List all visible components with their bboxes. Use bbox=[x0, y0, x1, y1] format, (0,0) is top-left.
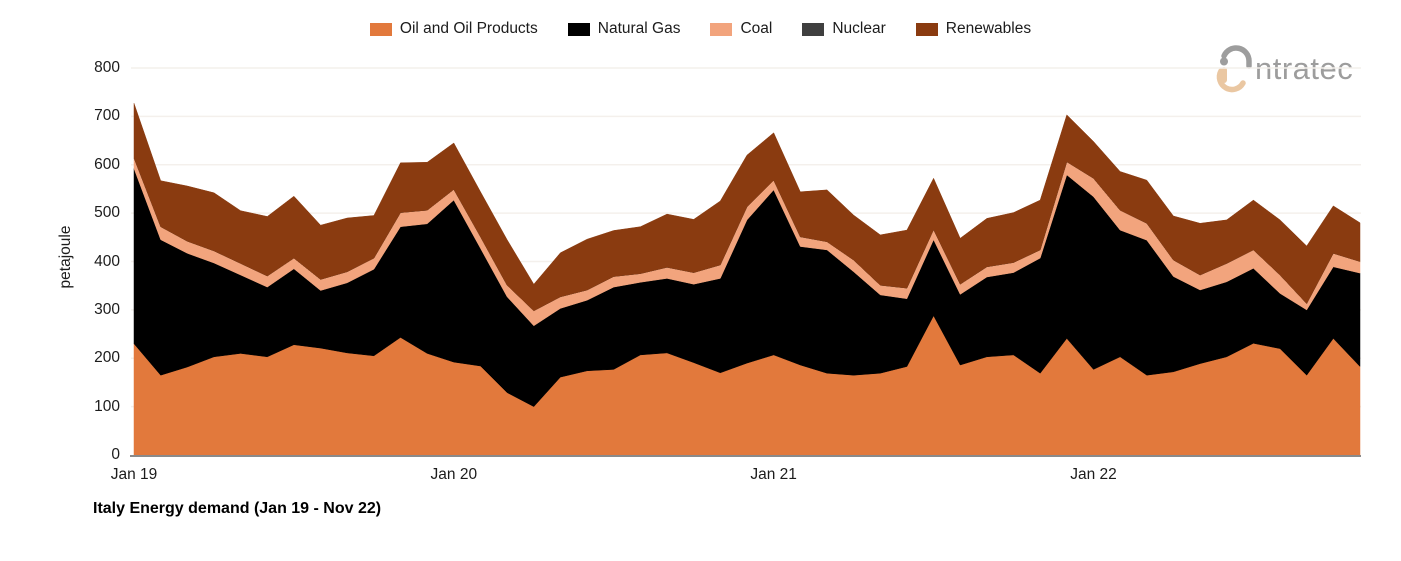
x-tick-label-jan-21: Jan 21 bbox=[750, 466, 797, 483]
y-tick-label-400: 400 bbox=[94, 252, 120, 270]
nuclear-swatch-icon bbox=[802, 22, 825, 36]
logo-i-stem bbox=[1221, 67, 1227, 83]
x-tick-label-jan-19: Jan 19 bbox=[110, 466, 158, 483]
logo-arc-gray bbox=[1221, 45, 1252, 69]
legend-item-renewables: Renewables bbox=[915, 20, 1032, 38]
legend-label-renewables: Renewables bbox=[945, 20, 1032, 37]
logo-arc-tan bbox=[1216, 68, 1246, 93]
legend-label-nuclear: Nuclear bbox=[832, 20, 886, 37]
legend-label-coal: Coal bbox=[740, 20, 773, 37]
legend-label-natural-gas: Natural Gas bbox=[597, 20, 681, 37]
y-tick-label-200: 200 bbox=[94, 349, 120, 367]
oil-swatch-icon bbox=[369, 22, 392, 36]
chart-title: Italy Energy demand (Jan 19 - Nov 22) bbox=[93, 500, 382, 517]
x-tick-label-jan-22: Jan 22 bbox=[1070, 466, 1117, 483]
y-tick-label-0: 0 bbox=[111, 446, 120, 463]
y-axis-tick-labels: 0 100 200 300 400 500 600 700 800 bbox=[0, 0, 120, 561]
y-tick-label-300: 300 bbox=[94, 300, 120, 318]
natural-gas-swatch-icon bbox=[567, 22, 590, 36]
x-tick-label-jan-20: Jan 20 bbox=[430, 466, 478, 483]
y-tick-label-100: 100 bbox=[94, 397, 120, 415]
intratec-logo-mark-icon bbox=[1216, 45, 1252, 93]
y-tick-label-600: 600 bbox=[94, 155, 120, 173]
y-tick-label-800: 800 bbox=[94, 59, 120, 76]
legend-label-oil: Oil and Oil Products bbox=[399, 20, 538, 37]
y-tick-label-700: 700 bbox=[94, 107, 120, 125]
legend-item-natural-gas: Natural Gas bbox=[567, 20, 681, 38]
y-tick-label-500: 500 bbox=[94, 204, 120, 222]
logo-i-dot bbox=[1220, 57, 1228, 66]
legend-item-coal: Coal bbox=[710, 20, 772, 38]
coal-swatch-icon bbox=[710, 22, 733, 36]
legend-item-nuclear: Nuclear bbox=[802, 20, 886, 38]
chart-legend: Oil and Oil Products Natural Gas Coal Nu… bbox=[0, 20, 1401, 38]
area-renewables bbox=[133, 103, 1361, 312]
legend-item-oil: Oil and Oil Products bbox=[369, 20, 538, 38]
x-axis-tick-labels: Jan 19 Jan 20 Jan 21 Jan 22 bbox=[0, 466, 1401, 486]
renewables-swatch-icon bbox=[915, 22, 938, 36]
